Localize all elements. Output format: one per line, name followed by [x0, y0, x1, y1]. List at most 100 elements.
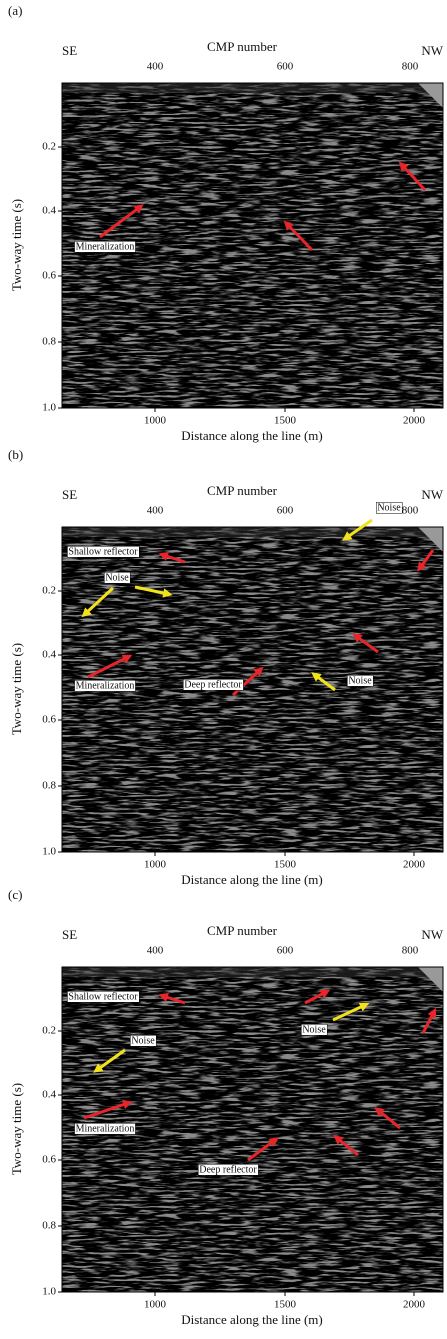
annotation: Noise	[377, 502, 401, 513]
arrow	[231, 666, 264, 697]
y-tick-label: 0.4	[42, 649, 56, 661]
panel: (c) SE NW CMP number 400 600 800 0.2 0.4 0.6 0.8 1.…	[8, 887, 444, 1327]
annotation: Noise	[105, 572, 129, 583]
top-tick-label: 400	[147, 945, 164, 957]
seismic-top-band	[62, 967, 443, 977]
annotation: Noise	[131, 1035, 155, 1046]
y-axis-title: Two-way time (s)	[9, 1083, 24, 1175]
top-tick-label: 400	[147, 505, 164, 517]
image-frame	[61, 966, 444, 1293]
annotation: Mineralization	[76, 241, 135, 252]
arrow	[247, 1137, 279, 1162]
panel: (b) SE NW CMP number 400 600 800 0.2 0.4 0.6 0.8 1.…	[8, 447, 444, 887]
annotation: Mineralization	[76, 1123, 135, 1134]
y-tick-label: 0.8	[42, 336, 56, 348]
top-tick-label: 600	[277, 945, 294, 957]
top-tick-label: 400	[147, 61, 164, 73]
annotation-background	[183, 679, 244, 691]
panel-label: (c)	[8, 887, 22, 902]
y-tick-label: 1.0	[42, 402, 56, 414]
annotation-background	[347, 675, 374, 687]
top-axis-title: CMP number	[207, 483, 278, 498]
annotation: Noise	[348, 675, 372, 686]
arrow	[83, 1100, 133, 1120]
arrow	[398, 161, 427, 192]
annotation: Shallow reflector	[68, 991, 138, 1002]
annotation: Deep reflector	[199, 1164, 257, 1175]
y-tick-label: 0.2	[42, 585, 56, 597]
arrow	[311, 672, 336, 692]
arrow	[332, 1002, 370, 1022]
arrow	[93, 1048, 126, 1073]
annotation-background	[376, 502, 403, 514]
muted-corner	[418, 527, 443, 552]
annotation-background	[67, 991, 140, 1003]
top-tick-label: 800	[402, 61, 419, 73]
annotation-background	[67, 546, 140, 558]
arrow	[333, 1134, 359, 1157]
x-tick-label: 2000	[403, 1299, 426, 1311]
direction-label: SE	[62, 487, 77, 502]
muted-corner	[418, 967, 443, 992]
annotation: Mineralization	[76, 680, 135, 691]
x-axis-title: Distance along the line (m)	[181, 428, 323, 443]
arrow	[304, 989, 331, 1005]
seismic-top-band	[62, 527, 443, 537]
top-axis-title: CMP number	[207, 923, 278, 938]
y-tick-label: 0.6	[42, 270, 56, 282]
seismic-top-band	[62, 83, 443, 93]
direction-label: NW	[421, 487, 443, 502]
top-tick-label: 800	[402, 505, 419, 517]
arrow	[417, 549, 435, 572]
arrow	[374, 1106, 401, 1130]
annotation-background	[74, 680, 136, 692]
x-tick-label: 1000	[144, 1299, 167, 1311]
image-frame	[61, 82, 444, 409]
arrow	[158, 551, 186, 564]
muted-corner	[418, 83, 443, 108]
x-tick-label: 1500	[274, 1299, 297, 1311]
y-tick-label: 0.4	[42, 1089, 56, 1101]
x-tick-label: 1000	[144, 859, 167, 871]
direction-label: SE	[62, 927, 77, 942]
y-tick-label: 0.8	[42, 780, 56, 792]
annotation-background	[74, 241, 136, 253]
top-tick-label: 800	[402, 945, 419, 957]
y-axis-title: Two-way time (s)	[9, 643, 24, 735]
arrow	[134, 585, 173, 598]
panel-label: (a)	[8, 3, 22, 18]
arrow	[421, 1007, 437, 1034]
annotation: Shallow reflector	[68, 546, 138, 557]
y-tick-label: 1.0	[42, 846, 56, 858]
annotation-background	[198, 1164, 259, 1176]
panel-label: (b)	[8, 447, 23, 462]
x-tick-label: 2000	[403, 415, 426, 427]
image-frame	[61, 526, 444, 853]
panel: (a) SE NW CMP number 400 600 800 0.2 0.4 0.6 0.8 1.…	[8, 3, 444, 443]
top-tick-label: 600	[277, 61, 294, 73]
annotation: Deep reflector	[184, 679, 242, 690]
top-tick-label: 600	[277, 505, 294, 517]
arrow	[352, 633, 379, 654]
y-tick-label: 0.6	[42, 1154, 56, 1166]
arrow	[99, 204, 144, 239]
annotation-background	[74, 1123, 136, 1135]
y-tick-label: 0.4	[42, 205, 56, 217]
annotation-background	[301, 1024, 328, 1036]
x-tick-label: 1000	[144, 415, 167, 427]
annotation-background	[130, 1035, 157, 1047]
x-axis-title: Distance along the line (m)	[181, 1312, 323, 1327]
x-axis-title: Distance along the line (m)	[181, 872, 323, 887]
top-axis-title: CMP number	[207, 39, 278, 54]
arrow	[158, 992, 186, 1005]
arrow	[342, 518, 373, 541]
direction-label: NW	[421, 927, 443, 942]
direction-label: NW	[421, 43, 443, 58]
x-tick-label: 1500	[274, 859, 297, 871]
y-axis-title: Two-way time (s)	[9, 199, 24, 291]
y-tick-label: 0.6	[42, 714, 56, 726]
arrow	[283, 220, 314, 252]
direction-label: SE	[62, 43, 77, 58]
y-tick-label: 0.2	[42, 141, 56, 153]
